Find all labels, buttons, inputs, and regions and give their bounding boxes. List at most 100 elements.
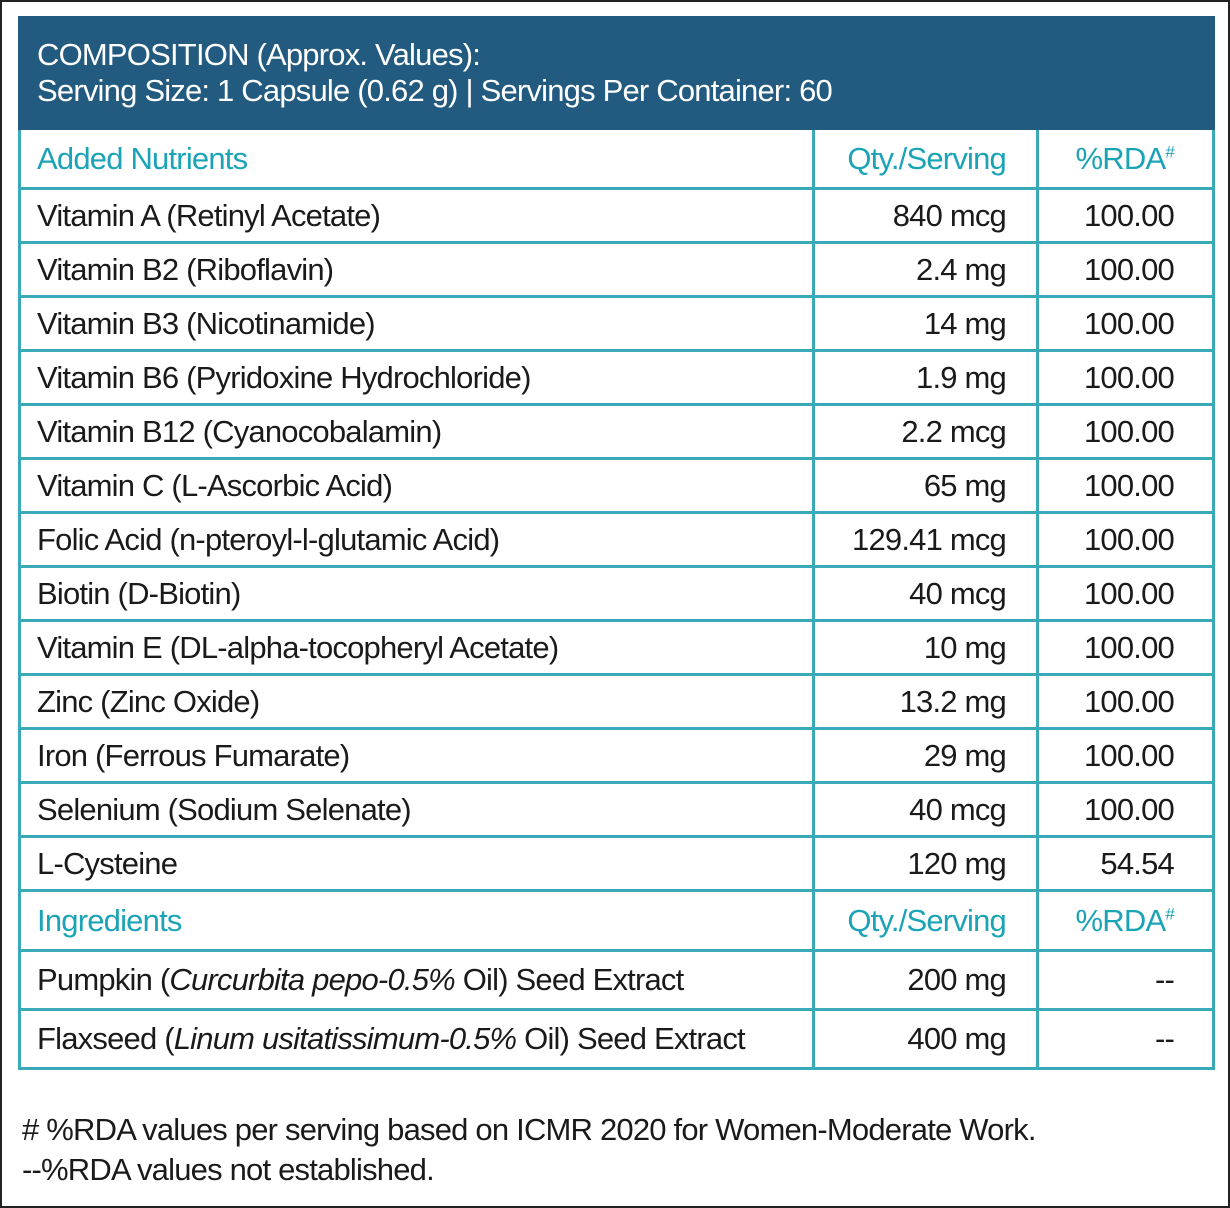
rda-cell: 100.00	[1036, 781, 1215, 838]
table-row: Vitamin B12 (Cyanocobalamin) 2.2 mcg 100.0…	[18, 403, 1215, 460]
footnote: --%RDA values not established.	[22, 1152, 435, 1187]
name-cell: Vitamin C (L-Ascorbic Acid)	[18, 457, 815, 514]
rda-label: %RDA	[1075, 902, 1167, 938]
table-row: Vitamin A (Retinyl Acetate) 840 mcg 100.00	[18, 187, 1215, 244]
name-part: Oil) Seed Extract	[516, 1021, 746, 1056]
qty-cell: 13.2 mg	[812, 673, 1039, 730]
table-row: Vitamin B6 (Pyridoxine Hydrochloride) 1.9…	[18, 349, 1215, 406]
name-cell: Biotin (D-Biotin)	[18, 565, 815, 622]
qty-cell: 40 mcg	[812, 781, 1039, 838]
qty-cell: 129.41 mcg	[812, 511, 1039, 568]
name-part: Iron (Ferrous Fumarate)	[37, 737, 350, 773]
column-header: Qty./Serving	[812, 889, 1039, 952]
table-row: L-Cysteine 120 mg 54.54	[18, 835, 1215, 892]
name-cell: Vitamin E (DL-alpha-tocopheryl Acetate)	[18, 619, 815, 676]
name-part: Linum usitatissimum-0.5%	[173, 1021, 517, 1056]
qty-cell: 120 mg	[812, 835, 1039, 892]
rda-label: %RDA	[1075, 140, 1167, 176]
qty-cell: 2.2 mcg	[812, 403, 1039, 460]
name-part: Biotin (D-Biotin)	[37, 575, 241, 611]
qty-cell: 2.4 mg	[812, 241, 1039, 298]
rda-cell: 54.54	[1036, 835, 1215, 892]
table-row: Zinc (Zinc Oxide) 13.2 mg 100.00	[18, 673, 1215, 730]
column-header: Added Nutrients	[18, 127, 815, 190]
table-row: Folic Acid (n-pteroyl-l-glutamic Acid) 12…	[18, 511, 1215, 568]
rda-cell: --	[1036, 949, 1215, 1011]
table-row: Biotin (D-Biotin) 40 mcg 100.00	[18, 565, 1215, 622]
name-cell: Iron (Ferrous Fumarate)	[18, 727, 815, 784]
name-cell: Flaxseed (Linum usitatissimum-0.5% Oil) …	[18, 1008, 815, 1070]
name-part: Selenium (Sodium Selenate)	[37, 791, 412, 827]
name-part: Vitamin E (DL-alpha-tocopheryl Acetate)	[37, 629, 559, 665]
column-header-row: Added Nutrients Qty./Serving %RDA#	[18, 127, 1215, 190]
title: COMPOSITION (Approx. Values):	[37, 37, 481, 72]
qty-cell: 29 mg	[812, 727, 1039, 784]
name-cell: Pumpkin (Curcurbita pepo-0.5% Oil) Seed …	[18, 949, 815, 1011]
name-cell: L-Cysteine	[18, 835, 815, 892]
name-cell: Folic Acid (n-pteroyl-l-glutamic Acid)	[18, 511, 815, 568]
rda-cell: 100.00	[1036, 187, 1215, 244]
name-cell: Vitamin B6 (Pyridoxine Hydrochloride)	[18, 349, 815, 406]
name-part: Zinc (Zinc Oxide)	[37, 683, 260, 719]
column-header: %RDA#	[1036, 889, 1215, 952]
name-cell: Zinc (Zinc Oxide)	[18, 673, 815, 730]
rda-mark: #	[1165, 142, 1174, 162]
table-row: Vitamin B3 (Nicotinamide) 14 mg 100.00	[18, 295, 1215, 352]
name-cell: Vitamin B3 (Nicotinamide)	[18, 295, 815, 352]
name-cell: Vitamin B12 (Cyanocobalamin)	[18, 403, 815, 460]
column-header: Ingredients	[18, 889, 815, 952]
name-cell: Vitamin A (Retinyl Acetate)	[18, 187, 815, 244]
rda-cell: 100.00	[1036, 673, 1215, 730]
rda-cell: 100.00	[1036, 295, 1215, 352]
name-part: Vitamin A (Retinyl Acetate)	[37, 197, 381, 233]
rda-cell: 100.00	[1036, 619, 1215, 676]
rda-cell: 100.00	[1036, 565, 1215, 622]
header-row: COMPOSITION (Approx. Values): Serving Siz…	[18, 16, 1215, 130]
qty-cell: 10 mg	[812, 619, 1039, 676]
column-header: %RDA#	[1036, 127, 1215, 190]
table-row: Iron (Ferrous Fumarate) 29 mg 100.00	[18, 727, 1215, 784]
name-cell: Selenium (Sodium Selenate)	[18, 781, 815, 838]
qty-cell: 840 mcg	[812, 187, 1039, 244]
table-row: Pumpkin (Curcurbita pepo-0.5% Oil) Seed …	[18, 949, 1215, 1011]
rda-cell: 100.00	[1036, 511, 1215, 568]
table-row: Vitamin C (L-Ascorbic Acid) 65 mg 100.00	[18, 457, 1215, 514]
qty-cell: 40 mcg	[812, 565, 1039, 622]
name-part: Vitamin C (L-Ascorbic Acid)	[37, 467, 393, 503]
table-row: Vitamin B2 (Riboflavin) 2.4 mg 100.00	[18, 241, 1215, 298]
rda-cell: 100.00	[1036, 241, 1215, 298]
name-part: Curcurbita pepo-0.5%	[169, 962, 455, 997]
subtitle: Serving Size: 1 Capsule (0.62 g) | Servi…	[37, 73, 833, 108]
name-part: Vitamin B2 (Riboflavin)	[37, 251, 334, 287]
name-part: Vitamin B6 (Pyridoxine Hydrochloride)	[37, 359, 531, 395]
table-body: COMPOSITION (Approx. Values): Serving Siz…	[18, 16, 1215, 1070]
name-part: Vitamin B12 (Cyanocobalamin)	[37, 413, 442, 449]
qty-cell: 400 mg	[812, 1008, 1039, 1070]
footnotes: # %RDA values per serving based on ICMR …	[22, 1110, 1036, 1190]
header-cell: COMPOSITION (Approx. Values): Serving Siz…	[18, 16, 1215, 130]
rda-cell: 100.00	[1036, 727, 1215, 784]
rda-cell: 100.00	[1036, 457, 1215, 514]
rda-mark: #	[1165, 904, 1174, 924]
column-header-row: Ingredients Qty./Serving %RDA#	[18, 889, 1215, 952]
name-part: Vitamin B3 (Nicotinamide)	[37, 305, 376, 341]
name-part: L-Cysteine	[37, 845, 178, 881]
name-part: Folic Acid (n-pteroyl-l-glutamic Acid)	[37, 521, 500, 557]
composition-table: COMPOSITION (Approx. Values): Serving Siz…	[18, 16, 1215, 1070]
rda-cell: 100.00	[1036, 349, 1215, 406]
name-part: Oil) Seed Extract	[454, 962, 685, 997]
qty-cell: 65 mg	[812, 457, 1039, 514]
table-row: Vitamin E (DL-alpha-tocopheryl Acetate) 1…	[18, 619, 1215, 676]
table-row: Flaxseed (Linum usitatissimum-0.5% Oil) …	[18, 1008, 1215, 1070]
table-row: Selenium (Sodium Selenate) 40 mcg 100.00	[18, 781, 1215, 838]
qty-cell: 1.9 mg	[812, 349, 1039, 406]
name-part: Pumpkin (	[37, 962, 170, 997]
column-header: Qty./Serving	[812, 127, 1039, 190]
rda-cell: --	[1036, 1008, 1215, 1070]
rda-cell: 100.00	[1036, 403, 1215, 460]
name-cell: Vitamin B2 (Riboflavin)	[18, 241, 815, 298]
name-part: Flaxseed (	[37, 1021, 175, 1056]
footnote: # %RDA values per serving based on ICMR …	[22, 1112, 1036, 1147]
